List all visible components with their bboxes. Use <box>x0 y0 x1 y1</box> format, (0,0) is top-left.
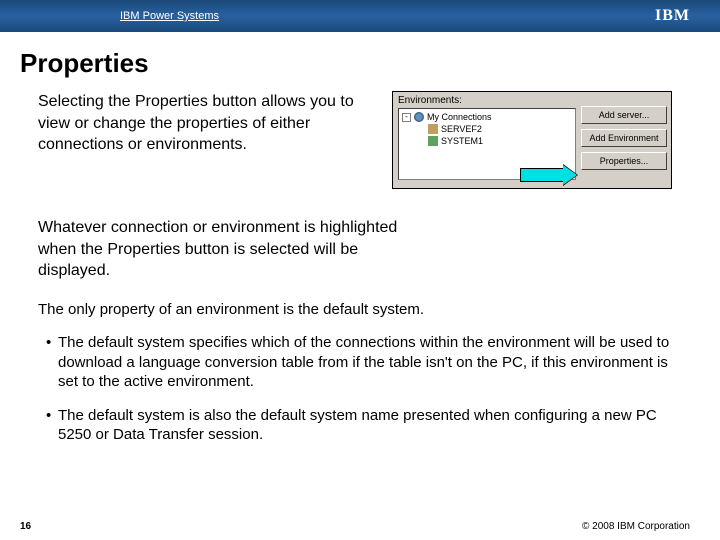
content-area: Selecting the Properties button allows y… <box>0 91 720 445</box>
bullet-1: The default system specifies which of th… <box>38 333 682 392</box>
paragraph-3: The only property of an environment is t… <box>38 300 682 320</box>
intro-row: Selecting the Properties button allows y… <box>38 91 682 189</box>
page-number: 16 <box>20 521 31 532</box>
environments-screenshot: Environments: - My Connections SERVEF2 <box>392 91 682 189</box>
header-brand-text: IBM Power Systems <box>120 10 219 22</box>
tree-item-1[interactable]: SERVEF2 <box>402 123 572 135</box>
paragraph-2: Whatever connection or environment is hi… <box>38 217 418 282</box>
server-icon <box>428 136 438 146</box>
panel-buttons: Add server... Add Environment Properties… <box>581 92 671 188</box>
callout-arrow <box>520 165 578 185</box>
tree-root-label: My Connections <box>427 112 492 122</box>
environments-label: Environments: <box>398 95 576 106</box>
tree-item-2[interactable]: SYSTEM1 <box>402 135 572 147</box>
expand-icon[interactable]: - <box>402 113 411 122</box>
intro-paragraph: Selecting the Properties button allows y… <box>38 91 374 156</box>
footer: 16 © 2008 IBM Corporation <box>0 521 720 532</box>
tree-item-2-label: SYSTEM1 <box>441 136 483 146</box>
copyright-text: © 2008 IBM Corporation <box>582 521 690 532</box>
properties-button[interactable]: Properties... <box>581 152 667 170</box>
server-icon <box>428 124 438 134</box>
page-title: Properties <box>0 32 720 91</box>
globe-icon <box>414 112 424 122</box>
ibm-logo: IBM <box>655 7 690 25</box>
tree-item-1-label: SERVEF2 <box>441 124 482 134</box>
add-server-button[interactable]: Add server... <box>581 106 667 124</box>
bullet-2: The default system is also the default s… <box>38 406 682 445</box>
add-environment-button[interactable]: Add Environment <box>581 129 667 147</box>
header-bar: IBM Power Systems IBM <box>0 0 720 32</box>
tree-root[interactable]: - My Connections <box>402 111 572 123</box>
